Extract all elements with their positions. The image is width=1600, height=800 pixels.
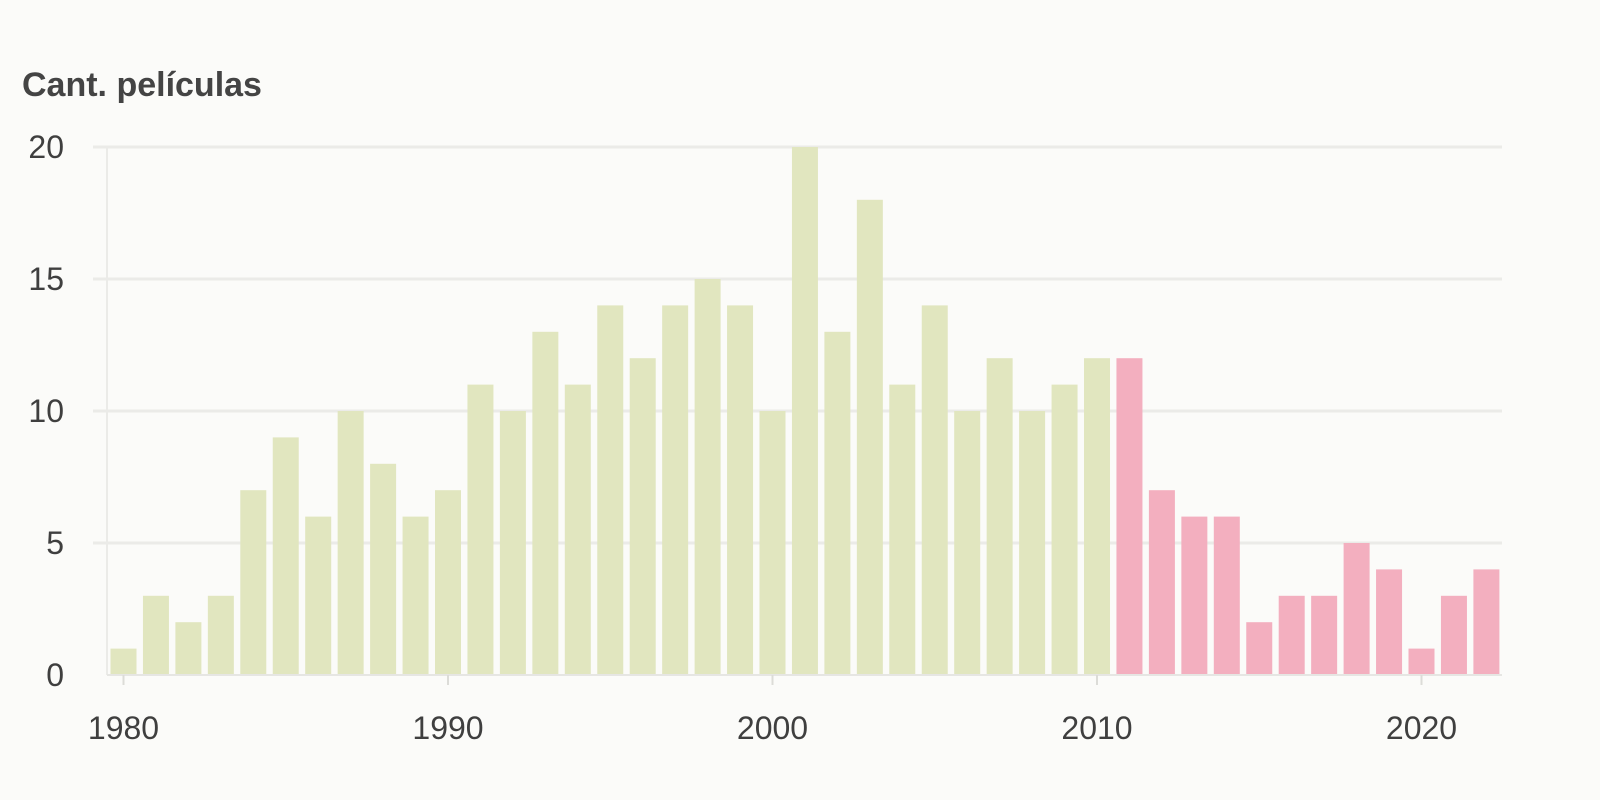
bar-1987 [337,411,364,675]
bar-2016 [1278,595,1305,675]
bar-1990 [435,490,461,675]
bar-1982 [175,622,202,675]
x-tick-labels: 1980 1990 2000 2010 2020 [88,675,1457,746]
bar-2001 [791,147,818,675]
bar-2018 [1343,543,1370,675]
bar-1985 [272,437,299,675]
y-tick-label-5: 5 [46,525,64,561]
x-tick-label-2020: 2020 [1386,710,1457,746]
bar-1998 [694,279,721,675]
bar-1988 [370,463,397,675]
y-tick-label-15: 15 [28,261,64,297]
bar-2004 [889,384,916,675]
bar-1989 [402,516,429,675]
bar-1984 [240,490,267,675]
bar-1995 [597,305,624,675]
bar-2005 [921,305,948,675]
bar-2013 [1181,516,1208,675]
bar-2009 [1051,384,1078,675]
bar-2019 [1376,569,1403,675]
bars [110,147,1500,676]
bar-1993 [532,331,559,675]
y-tick-label-20: 20 [28,129,64,165]
bar-1980 [110,648,137,675]
bar-1992 [499,411,526,675]
bar-2017 [1311,595,1338,675]
bar-1986 [305,516,332,675]
bar-1983 [207,595,234,675]
x-tick-label-2000: 2000 [737,710,808,746]
bar-2022 [1473,569,1500,675]
bar-1991 [467,384,494,675]
bar-1996 [629,358,656,675]
bar-2015 [1246,622,1273,675]
x-tick-label-1990: 1990 [412,710,483,746]
x-tick-label-2010: 2010 [1061,710,1132,746]
y-axis-title: Cant. películas [22,66,262,104]
bar-2002 [824,331,851,675]
y-tick-label-0: 0 [46,657,64,693]
bar-2007 [986,358,1013,675]
bar-2011 [1116,358,1143,675]
bar-2012 [1148,490,1175,675]
x-tick-label-1980: 1980 [88,710,159,746]
bar-2003 [856,199,883,676]
y-tick-labels: 0 5 10 15 20 [28,129,64,693]
axes [106,147,1502,676]
bar-1999 [727,305,754,675]
bar-2014 [1213,516,1240,675]
bar-1981 [142,595,169,675]
bar-2008 [1019,411,1046,675]
bar-2006 [954,411,981,675]
y-tick-label-10: 10 [28,393,64,429]
bar-1997 [662,305,689,675]
bar-2000 [759,411,786,675]
bar-2020 [1408,648,1435,675]
bar-2010 [1084,358,1110,675]
bar-2021 [1440,595,1467,675]
bar-1994 [564,384,591,675]
